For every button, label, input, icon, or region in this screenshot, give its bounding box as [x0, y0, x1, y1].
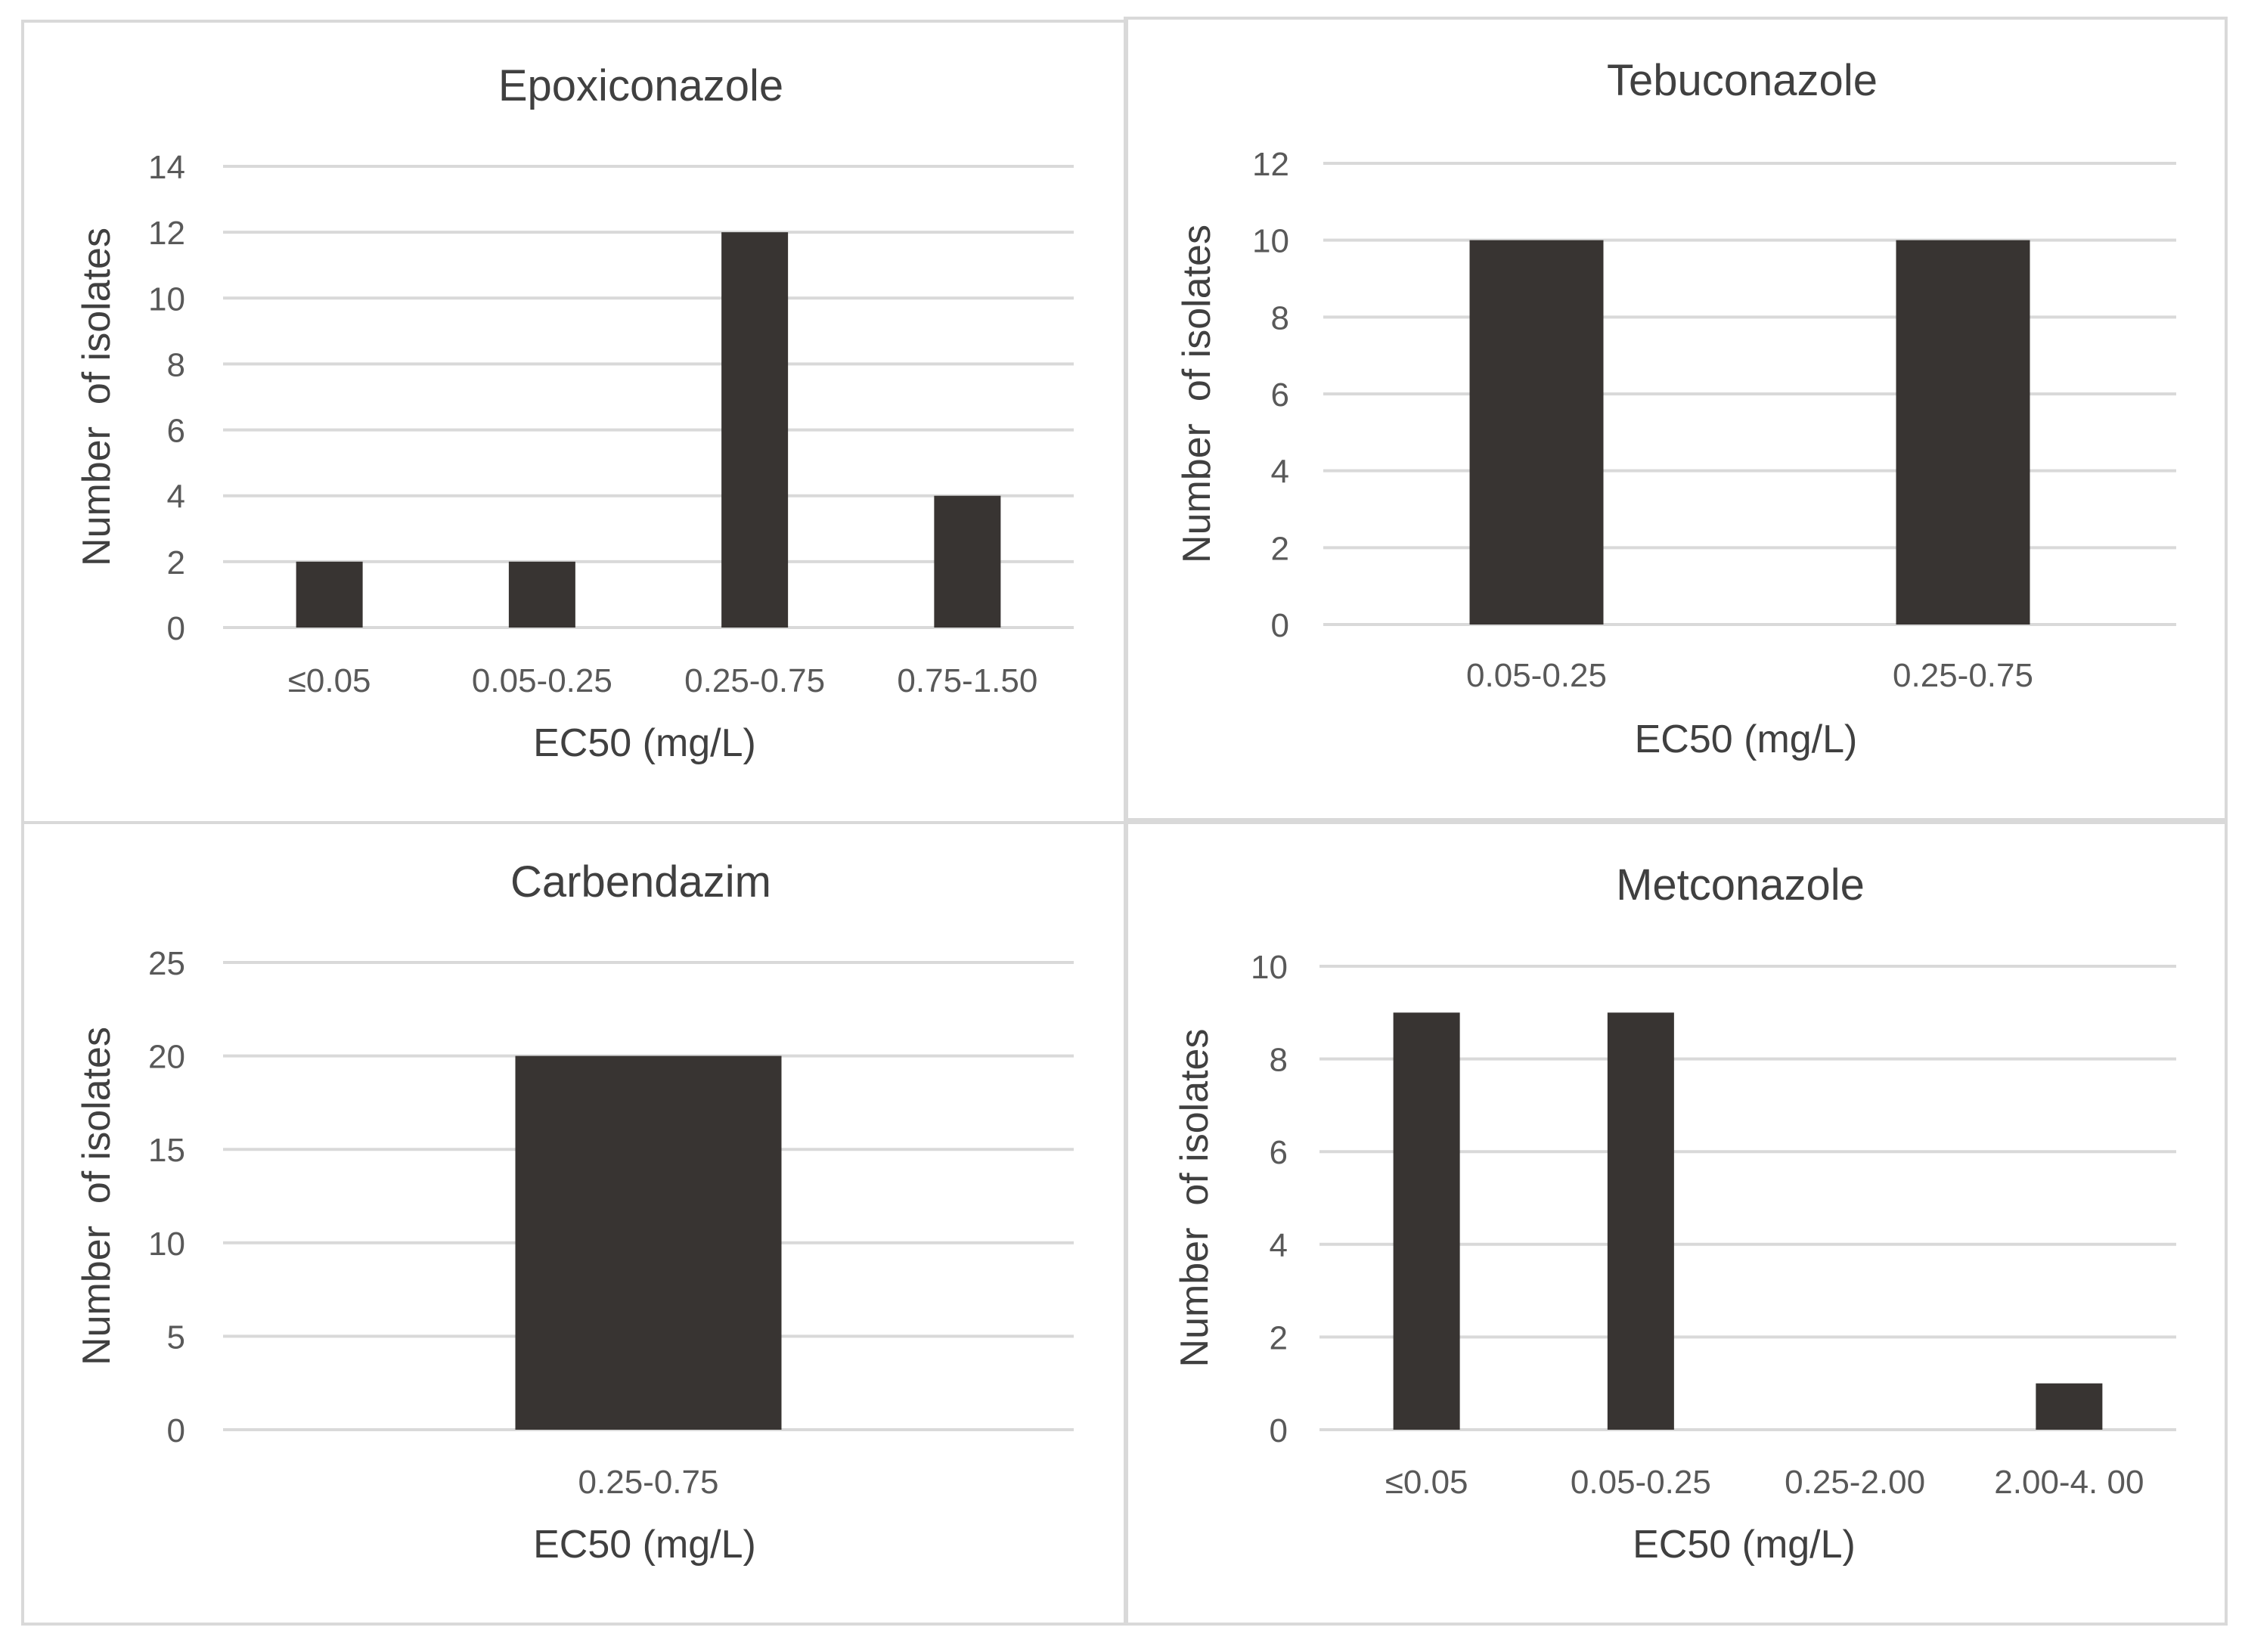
chart-title: Metconazole [1616, 860, 1865, 910]
x-category-label: 0.75-1.50 [897, 662, 1037, 699]
chart-title: Tebuconazole [1607, 56, 1878, 105]
y-tick-label: 8 [1271, 299, 1289, 336]
y-tick-label: 10 [1252, 223, 1289, 260]
bar-4 [2036, 1383, 2103, 1430]
y-tick-label: 2 [1270, 1319, 1288, 1356]
y-tick-label: 4 [167, 479, 185, 516]
chart-title: Carbendazim [510, 857, 771, 907]
y-tick-label: 20 [148, 1039, 185, 1076]
panel-border [1124, 17, 2228, 821]
x-axis-label: EC50 (mg/L) [1633, 1523, 1856, 1567]
x-category-label: ≤0.05 [1385, 1464, 1468, 1501]
y-tick-label: 5 [167, 1319, 185, 1356]
chart-epoxiconazole: Epoxiconazole 0 2 4 6 8 10 12 14 ≤0.05 0.05-0.25 0.… [21, 20, 1128, 824]
y-tick-label: 0 [167, 610, 185, 647]
y-tick-label: 2 [167, 544, 185, 581]
chart-title: Epoxiconazole [498, 61, 783, 110]
y-tick-label: 6 [1270, 1134, 1288, 1171]
y-tick-label: 0 [1270, 1412, 1288, 1449]
y-tick-label: 8 [1270, 1042, 1288, 1079]
bar-2 [508, 561, 575, 628]
x-category-label: 0.25-0.75 [684, 662, 825, 699]
y-tick-label: 10 [148, 280, 185, 318]
y-axis-label: Number of isolates [75, 228, 119, 566]
y-axis-label: Number of isolates [75, 1027, 119, 1365]
x-category-label: 0.25-2.00 [1785, 1464, 1925, 1501]
x-category-label: 0.05-0.25 [1466, 657, 1607, 694]
bar-2 [1896, 240, 2030, 625]
chart-tebuconazole: Tebuconazole 0 2 4 6 8 10 12 0.05-0.25 0.25-0.75 E… [1124, 17, 2228, 821]
y-axis-label: Number of isolates [1173, 1029, 1217, 1368]
y-axis-label: Number of isolates [1175, 225, 1219, 563]
bar-1 [1469, 240, 1604, 625]
x-axis-label: EC50 (mg/L) [533, 1523, 756, 1567]
y-tick-label: 10 [1251, 949, 1288, 986]
y-tick-label: 6 [1271, 377, 1289, 414]
bar-1 [1393, 1012, 1460, 1430]
x-category-label: 0.05-0.25 [1571, 1464, 1711, 1501]
chart-metconazole: Metconazole 0 2 4 6 8 10 ≤0.05 0.05-0.25 0.25-2.0… [1124, 821, 2228, 1626]
y-tick-label: 14 [148, 149, 185, 186]
y-tick-label: 12 [148, 215, 185, 252]
bar-2 [1607, 1012, 1674, 1430]
panel-border [1124, 821, 2228, 1626]
y-tick-label: 2 [1271, 530, 1289, 567]
y-tick-label: 0 [1271, 607, 1289, 644]
x-category-label: 0.25-0.75 [1893, 657, 2033, 694]
bar-1 [515, 1055, 782, 1430]
y-tick-label: 25 [148, 945, 185, 982]
y-tick-label: 15 [148, 1132, 185, 1169]
x-category-label: ≤0.05 [288, 662, 371, 699]
y-tick-label: 8 [167, 346, 185, 383]
x-category-label: 2.00-4. 00 [1994, 1464, 2144, 1501]
y-tick-label: 10 [148, 1226, 185, 1263]
x-category-label: 0.25-0.75 [578, 1464, 719, 1501]
y-tick-label: 12 [1252, 146, 1289, 183]
x-axis-label: EC50 (mg/L) [533, 721, 756, 765]
y-tick-label: 0 [167, 1412, 185, 1449]
y-tick-label: 4 [1270, 1227, 1288, 1264]
bar-4 [934, 495, 1001, 628]
bar-1 [296, 561, 363, 628]
y-tick-label: 4 [1271, 454, 1289, 491]
x-axis-label: EC50 (mg/L) [1635, 718, 1858, 761]
bar-3 [721, 232, 789, 628]
chart-carbendazim: Carbendazim 0 5 10 15 20 25 0.25-0.75 EC50 (mg/L… [21, 821, 1128, 1626]
y-tick-label: 6 [167, 413, 185, 450]
x-category-label: 0.05-0.25 [472, 662, 612, 699]
panel-border [21, 20, 1128, 824]
